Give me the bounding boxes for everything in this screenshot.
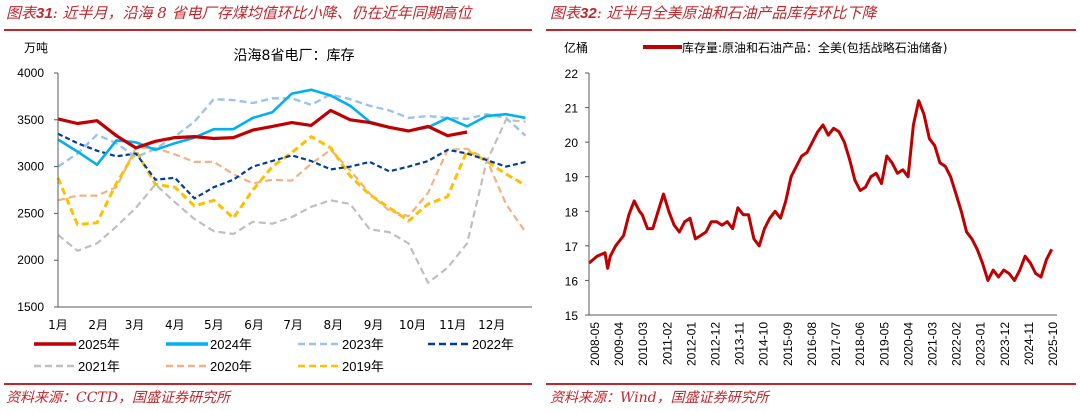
left-x-tick-label: 1月 <box>48 318 68 332</box>
right-x-ticks: 2008-05 2009-04 2010-03 2011-02 2012-01 2012-… <box>588 322 1060 366</box>
right-y-tick-label: 16 <box>565 274 579 288</box>
left-legend: 2025年 2024年 2023年 2022年 2021年 2020年 2019年 <box>34 337 514 374</box>
left-x-tick-label: 11月 <box>439 318 466 332</box>
right-x-tick-label: 2023-01 <box>974 322 988 366</box>
legend-label: 2022年 <box>472 337 514 352</box>
right-x-tick-label: 2012-12 <box>709 322 723 366</box>
right-x-tick-label: 2018-06 <box>853 322 867 366</box>
left-y-tick-label: 4000 <box>17 66 44 80</box>
right-x-tick-label: 2017-07 <box>829 322 843 366</box>
series-line-2024年 <box>57 88 526 166</box>
right-figure-number: 32 <box>580 5 597 22</box>
legend-label: 2023年 <box>342 337 384 352</box>
right-x-tick-label: 2022-02 <box>950 322 964 366</box>
legend-label: 2021年 <box>78 359 120 374</box>
right-figure-prefix: 图表 <box>550 4 581 22</box>
us-oil-stock-chart: 亿桶 库存量:原油和石油产品：全美(包括战略石油储备) 15 16 17 18 19 20… <box>564 40 1060 366</box>
left-x-tick-label: 7月 <box>283 318 303 332</box>
left-figure-number: 31 <box>36 5 53 22</box>
right-x-tick-label: 2012-01 <box>684 322 698 366</box>
legend-label: 2020年 <box>210 359 252 374</box>
left-y-tick-label: 2000 <box>17 253 44 267</box>
left-figure-title: 图表31: 近半月，沿海 8 省电厂存煤均值环比小降、仍在近年同期高位 <box>6 2 472 23</box>
left-x-tick-label: 4月 <box>165 318 185 332</box>
right-y-tick-label: 20 <box>565 136 579 150</box>
left-y-tick-label: 3000 <box>17 160 44 174</box>
left-figure-text: : 近半月，沿海 8 省电厂存煤均值环比小降、仍在近年同期高位 <box>52 4 472 22</box>
left-source: 资料来源：CCTD，国盛证券研究所 <box>6 390 230 406</box>
series-line-2022年 <box>57 132 526 200</box>
left-y-unit: 万吨 <box>24 41 48 55</box>
right-x-tick-label: 2023-12 <box>998 322 1012 366</box>
coal-stock-chart: 万吨 沿海8省电厂：库存 1500 2000 2500 3000 3500 4000 1月… <box>17 41 532 374</box>
series-line-2021年 <box>57 118 526 284</box>
left-y-ticks: 1500 2000 2500 3000 3500 4000 <box>17 66 58 314</box>
right-x-tick-label: 2024-11 <box>1022 322 1036 365</box>
left-series-lines <box>56 88 527 284</box>
legend-label: 2019年 <box>342 359 384 374</box>
right-series-lines <box>588 99 1054 282</box>
left-x-tick-label: 5月 <box>204 318 224 332</box>
series-line-2025年 <box>57 108 468 150</box>
left-x-tick-label: 2月 <box>88 318 108 332</box>
right-x-tick-label: 2011-02 <box>660 322 674 365</box>
right-x-tick-label: 2016-08 <box>805 322 819 366</box>
left-x-tick-label: 10月 <box>399 318 426 332</box>
right-x-tick-label: 2020-04 <box>901 322 915 366</box>
right-x-tick-label: 2013-11 <box>733 322 747 365</box>
right-y-tick-label: 18 <box>565 205 579 219</box>
legend-label: 2024年 <box>210 337 252 352</box>
right-y-tick-label: 17 <box>565 240 579 254</box>
left-x-ticks: 1月 2月 3月 4月 5月 6月 7月 8月 9月 10月 11月 12月 <box>48 318 505 332</box>
left-y-tick-label: 2500 <box>17 206 44 220</box>
right-source: 资料来源：Wind，国盛证券研究所 <box>550 390 769 406</box>
right-y-tick-label: 21 <box>565 102 579 116</box>
left-chart-title: 沿海8省电厂：库存 <box>234 48 355 64</box>
right-x-tick-label: 2019-05 <box>877 322 891 366</box>
right-x-tick-label: 2025-10 <box>1046 322 1060 366</box>
right-source-rule <box>546 383 1076 385</box>
right-figure-text: : 近半月全美原油和石油产品库存环比下降 <box>596 4 877 22</box>
right-y-tick-label: 19 <box>565 171 579 185</box>
right-x-tick-label: 2010-03 <box>636 322 650 366</box>
series-line-us-stock <box>588 99 1054 282</box>
left-x-tick-label: 9月 <box>364 318 384 332</box>
right-y-tick-label: 15 <box>565 309 579 323</box>
right-x-tick-label: 2008-05 <box>588 322 602 366</box>
left-source-rule <box>4 383 532 385</box>
right-x-tick-label: 2009-04 <box>612 322 626 366</box>
right-y-unit: 亿桶 <box>564 40 588 55</box>
series-line-2019年 <box>56 135 527 227</box>
left-figure-prefix: 图表 <box>6 4 37 22</box>
right-y-tick-label: 22 <box>565 67 579 81</box>
right-legend-label: 库存量:原油和石油产品：全美(包括战略石油储备) <box>682 40 947 55</box>
right-x-tick-label: 2015-09 <box>781 322 795 366</box>
right-x-tick-label: 2014-10 <box>757 322 771 366</box>
left-title-rule <box>4 29 532 31</box>
right-y-ticks: 15 16 17 18 19 20 21 22 <box>565 67 589 323</box>
right-figure-title: 图表32: 近半月全美原油和石油产品库存环比下降 <box>550 2 877 23</box>
left-x-tick-label: 6月 <box>244 318 264 332</box>
left-y-tick-label: 3500 <box>17 113 44 127</box>
left-x-tick-label: 3月 <box>125 318 145 332</box>
left-y-tick-label: 1500 <box>17 300 44 314</box>
left-x-tick-label: 8月 <box>323 318 343 332</box>
right-title-rule <box>546 29 1076 31</box>
left-x-tick-label: 12月 <box>478 318 505 332</box>
legend-label: 2025年 <box>78 337 120 352</box>
right-x-tick-label: 2021-03 <box>926 322 940 366</box>
